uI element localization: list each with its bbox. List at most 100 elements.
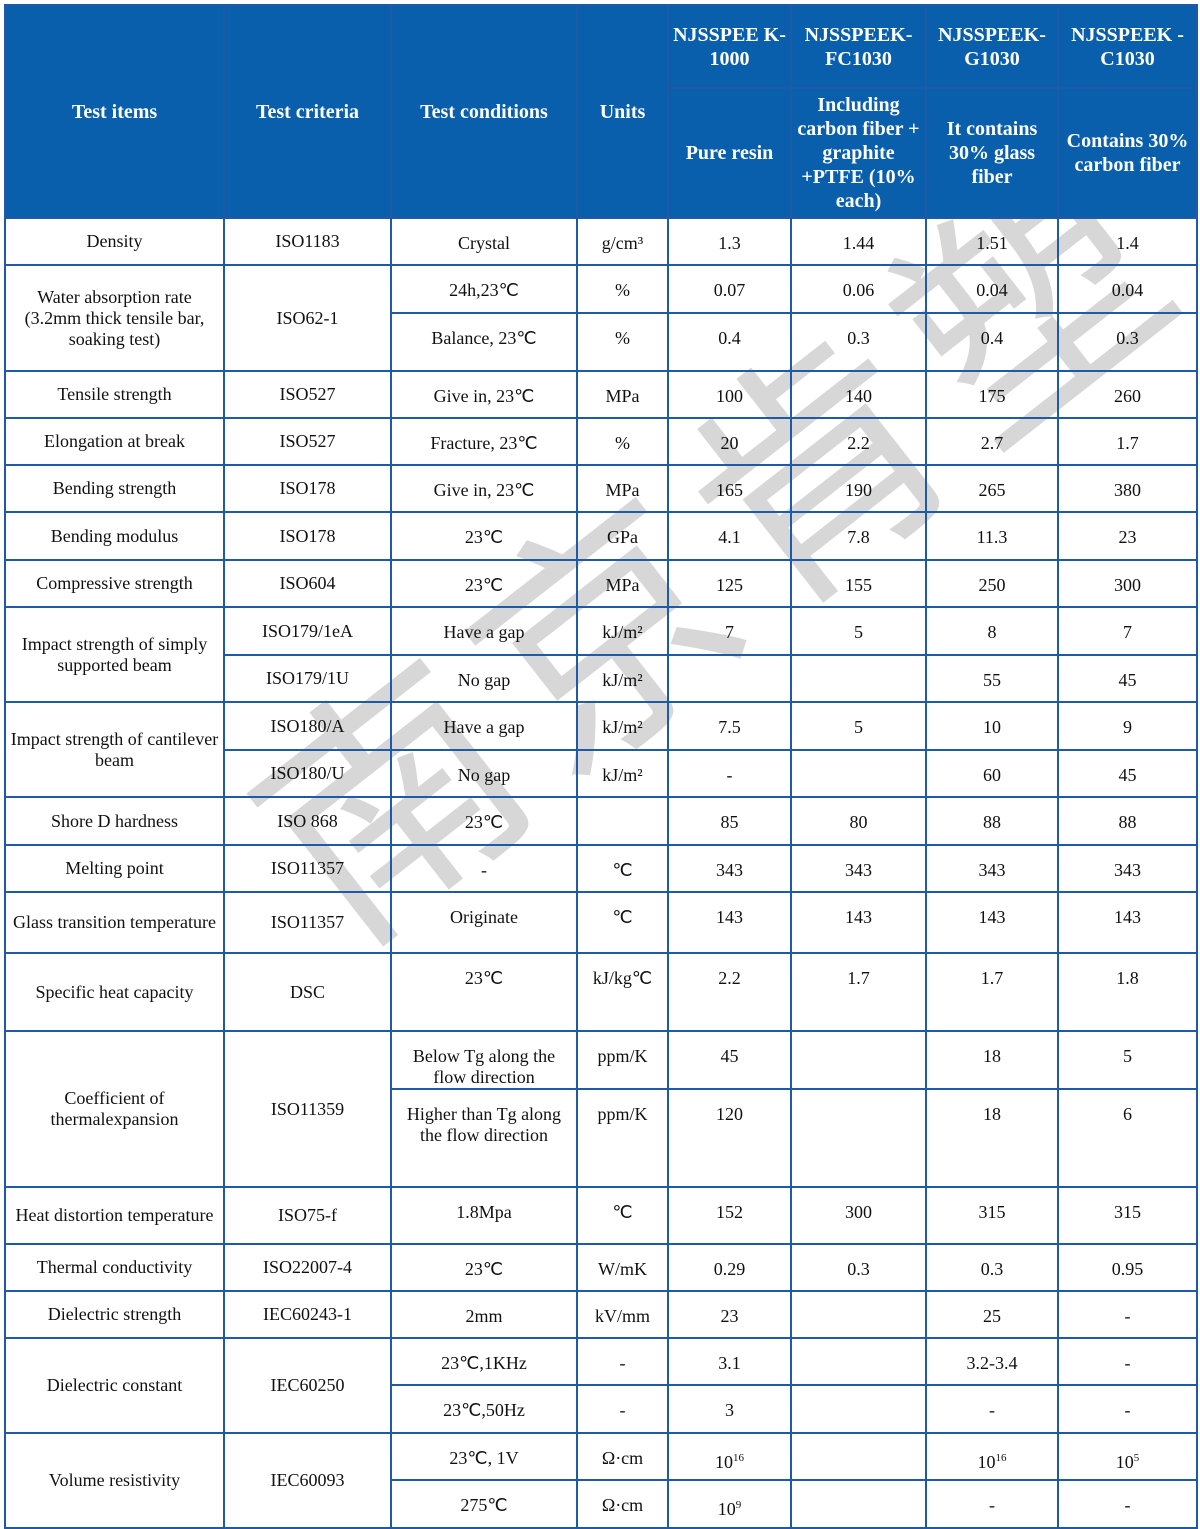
value-cell: - (1057, 1337, 1198, 1386)
unit: Ω·cm (576, 1479, 669, 1529)
test-criteria: ISO527 (223, 370, 392, 419)
header-product-desc: Pure resin (667, 87, 792, 219)
test-condition: - (390, 844, 578, 893)
peek-properties-table: Test items Test criteria Test conditions… (4, 4, 1198, 1529)
test-item: Tensile strength (4, 370, 225, 419)
test-condition: 23℃, 1V (390, 1432, 578, 1481)
value-cell: 0.3 (790, 1243, 927, 1292)
value-cell: 1.7 (1057, 417, 1198, 466)
value-cell: 300 (790, 1186, 927, 1245)
value-cell: 343 (925, 844, 1059, 893)
value-base: 10 (715, 1452, 733, 1472)
test-item: Glass transition temperature (4, 891, 225, 954)
value-cell: 45 (1057, 654, 1198, 703)
header-product-desc: It contains 30% glass fiber (925, 87, 1059, 219)
value-cell: 380 (1057, 464, 1198, 513)
table-row: Higher than Tg along the flow direction p… (5, 1088, 1198, 1188)
value-cell: 109 (667, 1479, 792, 1529)
value-cell: 315 (1057, 1186, 1198, 1245)
value-cell: 315 (925, 1186, 1059, 1245)
unit: ℃ (576, 844, 669, 893)
value-cell (790, 654, 927, 703)
table-row: Specific heat capacity DSC 23℃ kJ/kg℃ 2.2 1.7… (4, 952, 1198, 1032)
value-cell: 165 (667, 464, 792, 513)
test-item: Bending strength (4, 464, 225, 513)
value-cell: 45 (1057, 749, 1198, 798)
value-cell: 105 (1057, 1432, 1198, 1481)
value-cell: 18 (925, 1088, 1059, 1188)
value-cell: 0.07 (667, 264, 792, 314)
test-condition: Originate (390, 891, 578, 954)
value-cell: 7 (1057, 606, 1198, 656)
unit: kJ/m² (576, 606, 669, 656)
test-item: Elongation at break (4, 417, 225, 466)
value-cell: 143 (925, 891, 1059, 954)
table-row: Density ISO1183 Crystal g/cm³ 1.3 1.44 1.51 1.4 (4, 217, 1198, 266)
value-cell: 0.04 (1057, 264, 1198, 314)
test-criteria: ISO180/U (223, 749, 392, 798)
value-cell: 260 (1057, 370, 1198, 419)
value-cell: - (925, 1479, 1059, 1529)
value-cell: 0.3 (1057, 312, 1198, 372)
test-condition: 275℃ (390, 1479, 578, 1529)
value-cell: 3.1 (667, 1337, 792, 1386)
test-item: Coefficient of thermalexpansion (4, 1030, 225, 1188)
test-item: Shore D hardness (4, 796, 225, 846)
test-condition: Give in, 23℃ (390, 464, 578, 513)
value-cell: 25 (925, 1290, 1059, 1339)
unit: - (576, 1337, 669, 1386)
value-cell: 3 (667, 1384, 792, 1434)
value-cell: 1.44 (790, 217, 927, 266)
value-cell: 265 (925, 464, 1059, 513)
value-base: 10 (717, 1499, 736, 1519)
test-criteria: ISO1183 (223, 217, 392, 266)
header-product-name: NJSSPEEK -C1030 (1057, 4, 1198, 89)
table-row: Bending modulus ISO178 23℃ GPa 4.1 7.8 11.3 23 (4, 511, 1198, 561)
table-row: Shore D hardness ISO 868 23℃ 85 80 88 88 (4, 796, 1198, 846)
value-cell (790, 1030, 927, 1090)
value-cell: 80 (790, 796, 927, 846)
value-cell: 6 (1057, 1088, 1198, 1188)
unit (576, 796, 669, 846)
value-cell: 250 (925, 559, 1059, 608)
value-cell (667, 654, 792, 703)
test-criteria: ISO179/1eA (223, 606, 392, 656)
value-cell (790, 1432, 927, 1481)
table-row: Coefficient of thermalexpansion ISO11359 B… (4, 1030, 1198, 1188)
value-cell: 140 (790, 370, 927, 419)
value-cell: 175 (925, 370, 1059, 419)
table-row: Glass transition temperature ISO11357 Orig… (4, 891, 1198, 954)
unit: kJ/m² (576, 749, 669, 798)
value-cell (790, 1337, 927, 1386)
test-criteria: ISO604 (223, 559, 392, 608)
test-condition: Balance, 23℃ (390, 312, 578, 372)
value-cell: 155 (790, 559, 927, 608)
value-cell: - (1057, 1479, 1198, 1529)
test-criteria: ISO22007-4 (223, 1243, 392, 1292)
test-item: Volume resistivity (4, 1432, 225, 1529)
value-cell: 343 (790, 844, 927, 893)
value-exponent: 16 (995, 1452, 1007, 1464)
value-cell: 55 (925, 654, 1059, 703)
unit: % (576, 417, 669, 466)
test-criteria: IEC60250 (223, 1337, 392, 1434)
unit: MPa (576, 559, 669, 608)
unit: g/cm³ (576, 217, 669, 266)
test-condition: 23℃ (390, 952, 578, 1032)
test-condition: Below Tg along the flow direction (390, 1030, 578, 1090)
value-cell: 343 (1057, 844, 1198, 893)
value-cell: 1016 (667, 1432, 792, 1481)
test-criteria: ISO179/1U (223, 654, 392, 703)
value-cell: 23 (1057, 511, 1198, 561)
value-cell: 10 (925, 701, 1059, 751)
test-item: Compressive strength (4, 559, 225, 608)
header-test-items: Test items (4, 4, 225, 219)
value-cell: 20 (667, 417, 792, 466)
value-cell: 85 (667, 796, 792, 846)
test-condition: No gap (390, 749, 578, 798)
unit: ℃ (576, 1186, 669, 1245)
value-base: 10 (977, 1452, 996, 1472)
value-cell: 5 (790, 701, 927, 751)
test-condition: Crystal (390, 217, 578, 266)
test-criteria: ISO527 (223, 417, 392, 466)
